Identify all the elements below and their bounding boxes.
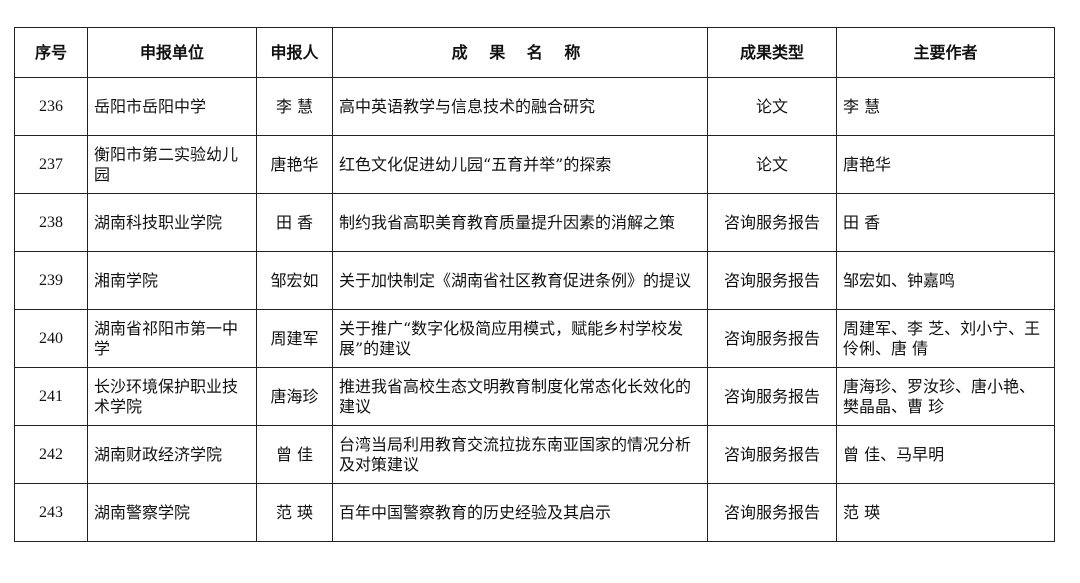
row-unit: 长沙环境保护职业技术学院: [87, 367, 257, 426]
row-type: 咨询服务报告: [707, 367, 837, 426]
row-applicant: 田 香: [256, 193, 333, 252]
row-no: 237: [14, 135, 88, 194]
table-row: 240 湖南省祁阳市第一中学 周建军 关于推广“数字化极简应用模式，赋能乡村学校发展”…: [14, 309, 1055, 368]
row-unit: 岳阳市岳阳中学: [87, 77, 257, 136]
table-row: 236 岳阳市岳阳中学李 慧高中英语教学与信息技术的融合研究 论文李 慧: [14, 77, 1055, 136]
table-row: 241 长沙环境保护职业技术学院 唐海珍 推进我省高校生态文明教育制度化常态化长效化的…: [14, 367, 1055, 426]
row-authors: 邹宏如、钟嘉鸣: [836, 251, 1055, 310]
row-applicant: 李 慧: [256, 77, 333, 136]
row-authors: 唐海珍、罗汝珍、唐小艳、樊晶晶、曹 珍: [836, 367, 1055, 426]
header-unit: 申报单位: [87, 27, 257, 78]
row-applicant: 唐海珍: [256, 367, 333, 426]
row-applicant: 曾 佳: [256, 425, 333, 484]
row-type: 咨询服务报告: [707, 425, 837, 484]
row-unit: 湖南警察学院: [87, 483, 257, 542]
table-header-row: 序号 申报单位 申报人 成 果 名 称 成果类型 主要作者: [14, 27, 1055, 78]
row-authors: 唐艳华: [836, 135, 1055, 194]
row-unit: 湖南财政经济学院: [87, 425, 257, 484]
row-no: 236: [14, 77, 88, 136]
header-authors: 主要作者: [836, 27, 1055, 78]
row-title: 制约我省高职美育教育质量提升因素的消解之策: [332, 193, 708, 252]
row-authors: 周建军、李 芝、刘小宁、王伶俐、唐 倩: [836, 309, 1055, 368]
row-applicant: 邹宏如: [256, 251, 333, 310]
row-type: 咨询服务报告: [707, 251, 837, 310]
row-no: 243: [14, 483, 88, 542]
row-no: 239: [14, 251, 88, 310]
achievement-table: 序号 申报单位 申报人 成 果 名 称 成果类型 主要作者 236 岳阳市岳阳中学…: [14, 27, 1055, 542]
row-no: 242: [14, 425, 88, 484]
table-row: 238 湖南科技职业学院田 香制约我省高职美育教育质量提升因素的消解之策 咨询服务报…: [14, 193, 1055, 252]
table-row: 239 湘南学院 邹宏如 关于加快制定《湖南省社区教育促进条例》的提议 咨询服务报告 邹宏…: [14, 251, 1055, 310]
row-title: 台湾当局利用教育交流拉拢东南亚国家的情况分析及对策建议: [332, 425, 708, 484]
row-title: 关于推广“数字化极简应用模式，赋能乡村学校发展”的建议: [332, 309, 708, 368]
row-no: 240: [14, 309, 88, 368]
table-row: 243 湖南警察学院范 瑛百年中国警察教育的历史经验及其启示 咨询服务报告范 瑛: [14, 483, 1055, 542]
table-row: 242 湖南财政经济学院曾 佳台湾当局利用教育交流拉拢东南亚国家的情况分析及对策建…: [14, 425, 1055, 484]
row-applicant: 唐艳华: [256, 135, 333, 194]
row-authors: 田 香: [836, 193, 1055, 252]
row-title: 高中英语教学与信息技术的融合研究: [332, 77, 708, 136]
row-title: 红色文化促进幼儿园“五育并举”的探索: [332, 135, 708, 194]
row-authors: 曾 佳、马早明: [836, 425, 1055, 484]
row-no: 238: [14, 193, 88, 252]
row-title: 推进我省高校生态文明教育制度化常态化长效化的建议: [332, 367, 708, 426]
row-type: 咨询服务报告: [707, 193, 837, 252]
header-title: 成 果 名 称: [332, 27, 708, 78]
row-title: 关于加快制定《湖南省社区教育促进条例》的提议: [332, 251, 708, 310]
table-row: 237 衡阳市第二实验幼儿园 唐艳华 红色文化促进幼儿园“五育并举”的探索 论文 唐艳华: [14, 135, 1055, 194]
row-type: 咨询服务报告: [707, 483, 837, 542]
row-unit: 湘南学院: [87, 251, 257, 310]
row-authors: 李 慧: [836, 77, 1055, 136]
row-no: 241: [14, 367, 88, 426]
row-type: 咨询服务报告: [707, 309, 837, 368]
row-unit: 湖南省祁阳市第一中学: [87, 309, 257, 368]
header-applicant: 申报人: [256, 27, 333, 78]
row-applicant: 周建军: [256, 309, 333, 368]
row-title: 百年中国警察教育的历史经验及其启示: [332, 483, 708, 542]
row-unit: 衡阳市第二实验幼儿园: [87, 135, 257, 194]
row-type: 论文: [707, 135, 837, 194]
row-type: 论文: [707, 77, 837, 136]
row-unit: 湖南科技职业学院: [87, 193, 257, 252]
row-applicant: 范 瑛: [256, 483, 333, 542]
header-no: 序号: [14, 27, 88, 78]
row-authors: 范 瑛: [836, 483, 1055, 542]
header-type: 成果类型: [707, 27, 837, 78]
